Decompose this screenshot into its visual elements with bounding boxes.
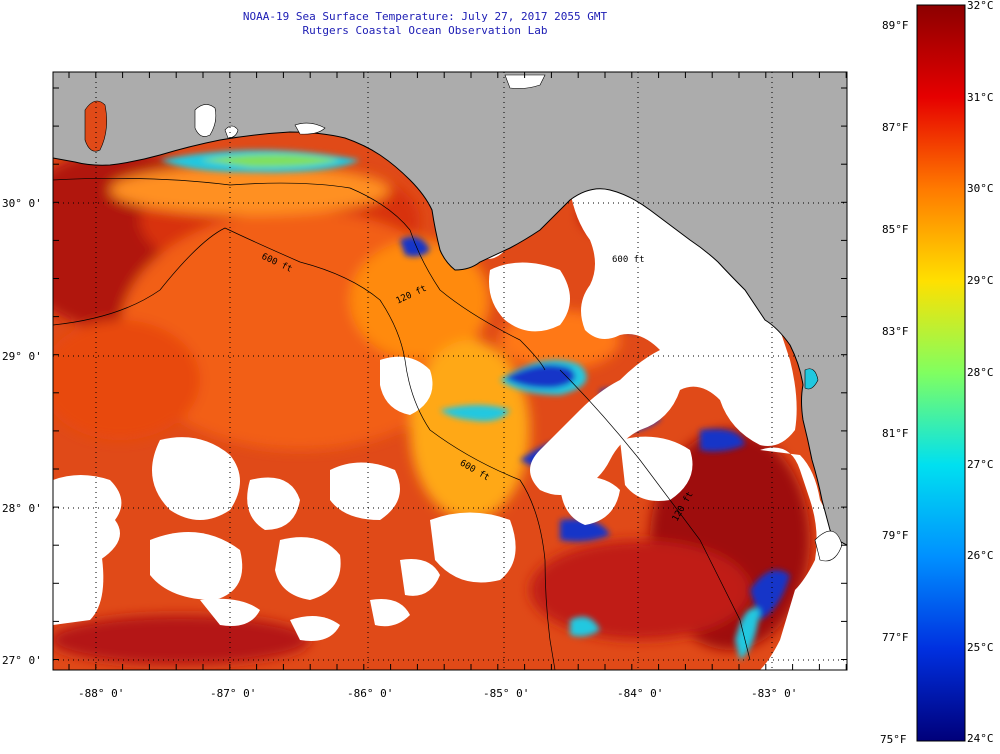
sst-patch-hot-south [530, 540, 750, 640]
lon-tick-label: -88° 0' [78, 687, 124, 700]
lon-tick-label: -86° 0' [347, 687, 393, 700]
sst-patch-hot-bottom [53, 615, 310, 665]
title-line-2: Rutgers Coastal Ocean Observation Lab [302, 24, 548, 37]
colorbar-c-label: 31°C [967, 91, 994, 104]
lon-tick-label: -83° 0' [751, 687, 797, 700]
lon-tick-label: -84° 0' [617, 687, 663, 700]
colorbar: 89°F 87°F 85°F 83°F 81°F 79°F 77°F 75°F … [880, 0, 994, 746]
lon-labels: -88° 0' -87° 0' -86° 0' -85° 0' -84° 0' … [78, 687, 797, 700]
colorbar-f-label: 85°F [882, 223, 909, 236]
map-ticks [53, 72, 847, 670]
lon-tick-label: -87° 0' [210, 687, 256, 700]
lat-tick-label: 27° 0' [2, 654, 42, 667]
title-line-1: NOAA-19 Sea Surface Temperature: July 27… [242, 10, 608, 23]
colorbar-f-label: 75°F [880, 733, 907, 746]
colorbar-c-label: 28°C [967, 366, 994, 379]
sst-patch-yellow [410, 340, 530, 520]
colorbar-f-label: 83°F [882, 325, 909, 338]
map-frame [52, 71, 848, 671]
isobaths [53, 177, 751, 670]
inland-water [84, 74, 843, 562]
isobath-120ft [53, 177, 546, 371]
colorbar-c-label: 26°C [967, 549, 994, 562]
isobath-label: 600 ft [612, 255, 645, 265]
colorbar-c-label: 24°C [967, 732, 994, 745]
colorbar-f-label: 79°F [882, 529, 909, 542]
map-area: 120 ft 600 ft 600 ft 120 ft 600 ft [53, 72, 847, 670]
colorbar-c-label: 27°C [967, 458, 994, 471]
lat-tick-label: 29° 0' [2, 350, 42, 363]
lon-tick-label: -85° 0' [483, 687, 529, 700]
isobath-120ft-east [559, 369, 751, 661]
colorbar-f-label: 89°F [882, 19, 909, 32]
isobath-600ft [53, 227, 556, 670]
sst-patch-mid [53, 320, 200, 440]
colorbar-c-label: 25°C [967, 641, 994, 654]
colorbar-c-label: 32°C [967, 0, 994, 12]
lat-tick-label: 30° 0' [2, 197, 42, 210]
colorbar-f-label: 87°F [882, 121, 909, 134]
cloud-mask [53, 186, 847, 670]
lat-tick-label: 28° 0' [2, 502, 42, 515]
map-title: NOAA-19 Sea Surface Temperature: July 27… [0, 10, 850, 38]
colorbar-f-label: 77°F [882, 631, 909, 644]
lat-labels: 30° 0' 29° 0' 28° 0' 27° 0' [2, 197, 42, 667]
colorbar-f-label: 81°F [882, 427, 909, 440]
colorbar-c-labels: 32°C 31°C 30°C 29°C 28°C 27°C 26°C 25°C … [967, 0, 994, 745]
sst-patch-coastal [110, 165, 390, 215]
colorbar-gradient [916, 4, 966, 742]
colorbar-c-label: 30°C [967, 182, 994, 195]
colorbar-c-label: 29°C [967, 274, 994, 287]
colorbar-f-labels: 89°F 87°F 85°F 83°F 81°F 79°F 77°F 75°F [880, 19, 909, 746]
